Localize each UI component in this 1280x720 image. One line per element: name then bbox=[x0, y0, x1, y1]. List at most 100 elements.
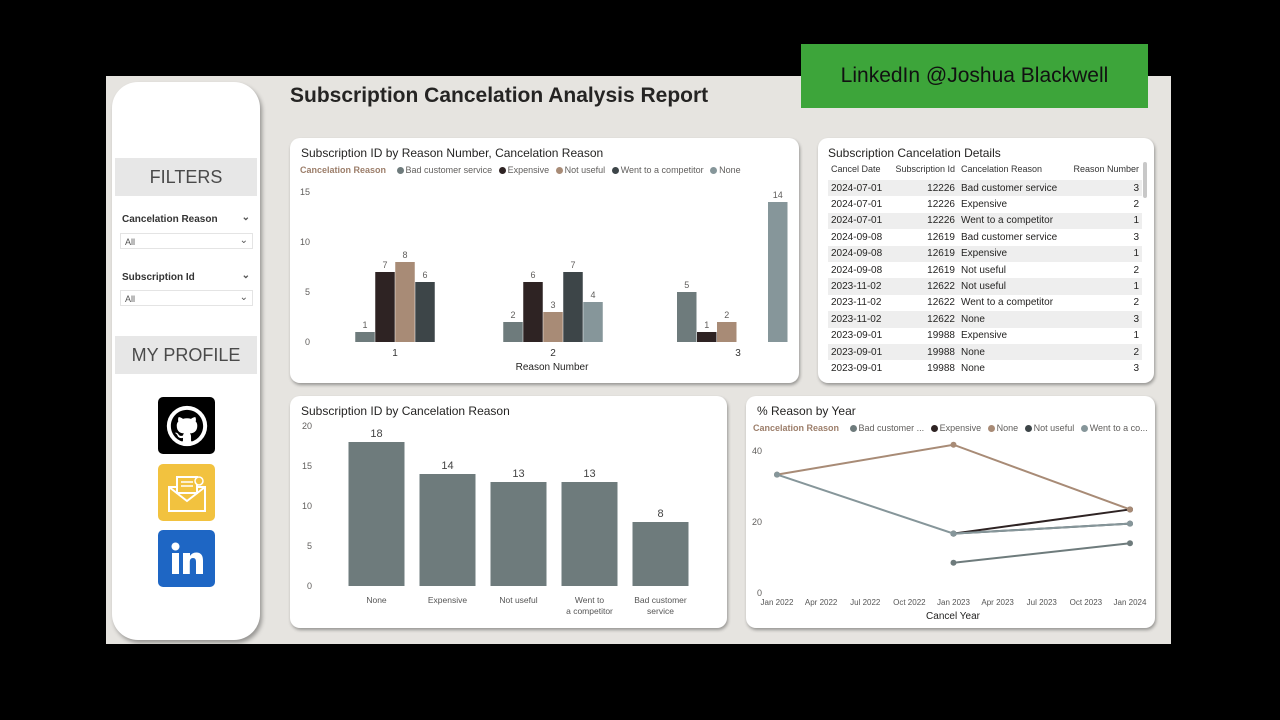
table-container: Cancel Date Subscription Id Cancelation … bbox=[828, 162, 1142, 377]
data-label: 18 bbox=[370, 428, 382, 440]
data-label: 6 bbox=[422, 270, 427, 280]
x-tick-label: Went to bbox=[575, 595, 604, 605]
chart-reason-number-card[interactable]: Subscription ID by Reason Number, Cancel… bbox=[290, 138, 799, 383]
legend-item[interactable]: None bbox=[719, 165, 741, 175]
table-row[interactable]: 2024-07-01 12226 Expensive 2 bbox=[828, 196, 1142, 212]
table-cell: 2 bbox=[1133, 297, 1139, 309]
data-label: 4 bbox=[590, 290, 595, 300]
table-cell: 12622 bbox=[888, 278, 958, 295]
x-tick-label: a competitor bbox=[566, 606, 613, 616]
legend-item[interactable]: Bad customer service bbox=[405, 165, 493, 175]
legend-item[interactable]: Not useful bbox=[1033, 423, 1075, 433]
details-table-card[interactable]: Subscription Cancelation Details Cancel … bbox=[818, 138, 1154, 383]
legend-item[interactable]: Bad customer ... bbox=[858, 423, 925, 433]
x-tick-label: None bbox=[366, 595, 387, 605]
data-label: 13 bbox=[512, 468, 524, 480]
table-row[interactable]: 2023-11-02 12622 Not useful 1 bbox=[828, 278, 1142, 295]
bar bbox=[503, 322, 523, 342]
x-tick-label: service bbox=[647, 606, 674, 616]
column-header[interactable]: Reason Number bbox=[1073, 164, 1139, 174]
table-row[interactable]: 2023-11-02 12622 Went to a competitor 2 bbox=[828, 295, 1142, 311]
bar bbox=[543, 312, 563, 342]
slicer-value: All bbox=[125, 237, 136, 247]
column-header[interactable]: Subscription Id bbox=[895, 164, 955, 174]
series-line bbox=[953, 542, 1131, 564]
table-cell: 2 bbox=[1133, 264, 1139, 276]
data-label: 3 bbox=[550, 300, 555, 310]
linkedin-glyph bbox=[171, 542, 203, 574]
chevron-down-icon[interactable]: ⌄ bbox=[241, 212, 250, 223]
table-cell: None bbox=[957, 343, 1067, 361]
table-cell: 12226 bbox=[888, 180, 958, 197]
x-tick-label: Jan 2023 bbox=[937, 598, 970, 607]
legend-item[interactable]: Went to a co... bbox=[1089, 423, 1148, 433]
legend-swatch bbox=[498, 167, 506, 174]
data-label: 2 bbox=[724, 310, 729, 320]
series-line bbox=[776, 443, 1131, 511]
data-label: 14 bbox=[441, 460, 453, 472]
table-cell: 19988 bbox=[927, 362, 955, 374]
chart-cancelation-reason-card[interactable]: Subscription ID by Cancelation Reason 0 5… bbox=[290, 396, 727, 628]
email-icon[interactable] bbox=[158, 464, 215, 521]
column-header[interactable]: Cancelation Reason bbox=[960, 164, 1043, 174]
legend-item[interactable]: Expensive bbox=[939, 423, 982, 433]
bar bbox=[717, 322, 737, 342]
table-row[interactable]: 2023-09-01 19988 None 2 bbox=[828, 343, 1142, 361]
y-tick-label: 20 bbox=[302, 421, 312, 431]
legend-item[interactable]: Went to a competitor bbox=[620, 165, 704, 175]
line-chart: 0 20 40 Jan 2022 Apr 2022 Jul 2022 Oct 2022 Jan… bbox=[752, 441, 1147, 622]
chart-title: % Reason by Year bbox=[757, 404, 856, 418]
x-tick-label: 2 bbox=[550, 348, 556, 359]
table-row[interactable]: 2023-11-02 12622 None 3 bbox=[828, 311, 1142, 328]
y-tick-label: 5 bbox=[305, 287, 310, 297]
table-row[interactable]: 2024-09-08 12619 Expensive 1 bbox=[828, 245, 1142, 262]
chart-reason-by-year-card[interactable]: % Reason by Year Cancelation Reason Bad … bbox=[746, 396, 1155, 628]
table-row[interactable]: 2023-09-01 19988 Expensive 1 bbox=[828, 328, 1142, 344]
table-row[interactable]: 2024-09-08 12619 Not useful 2 bbox=[828, 262, 1142, 278]
y-tick-label: 10 bbox=[300, 237, 310, 247]
legend-swatch bbox=[1080, 425, 1088, 432]
legend-title: Cancelation Reason bbox=[300, 165, 387, 175]
x-tick-label: Oct 2023 bbox=[1070, 598, 1103, 607]
chevron-down-icon: ⌄ bbox=[239, 292, 248, 303]
table-cell: 2023-09-01 bbox=[831, 362, 883, 374]
data-point bbox=[950, 559, 957, 566]
column-header[interactable]: Cancel Date bbox=[831, 164, 881, 174]
table-row[interactable]: 2024-07-01 12226 Went to a competitor 1 bbox=[828, 212, 1142, 230]
table-row[interactable]: 2024-07-01 12226 Bad customer service 3 bbox=[828, 180, 1142, 197]
table-cell: 12622 bbox=[927, 297, 955, 309]
table-cell: 2 bbox=[1133, 199, 1139, 211]
page-title: Subscription Cancelation Analysis Report bbox=[290, 84, 709, 107]
y-tick-label: 40 bbox=[752, 446, 762, 456]
details-table: Cancel Date Subscription Id Cancelation … bbox=[828, 162, 1142, 377]
y-tick-label: 15 bbox=[302, 461, 312, 471]
table-row[interactable]: 2023-09-01 19988 None 3 bbox=[828, 360, 1142, 376]
data-label: 6 bbox=[530, 270, 535, 280]
legend-title: Cancelation Reason bbox=[753, 423, 840, 433]
chevron-down-icon[interactable]: ⌄ bbox=[241, 270, 250, 281]
legend-swatch bbox=[710, 167, 718, 174]
table-cell: Expensive bbox=[957, 245, 1067, 262]
x-tick-label: Bad customer bbox=[634, 595, 687, 605]
table-cell: 2024-07-01 bbox=[831, 199, 883, 211]
table-cell: Not useful bbox=[960, 264, 1007, 276]
legend-item[interactable]: Not useful bbox=[564, 165, 606, 175]
table-scrollbar[interactable] bbox=[1143, 162, 1147, 198]
linkedin-icon[interactable] bbox=[158, 530, 215, 587]
table-row[interactable]: 2024-09-08 12619 Bad customer service 3 bbox=[828, 229, 1142, 245]
slicer-subscription-id-dropdown[interactable]: All ⌄ bbox=[120, 290, 253, 306]
data-label: 5 bbox=[684, 280, 689, 290]
table-cell: 1 bbox=[1066, 278, 1142, 295]
data-point bbox=[1127, 520, 1133, 527]
legend-swatch bbox=[396, 167, 404, 174]
table-cell: 2024-07-01 bbox=[828, 180, 889, 197]
slicer-cancelation-reason-dropdown[interactable]: All ⌄ bbox=[120, 233, 253, 249]
legend-item[interactable]: None bbox=[996, 423, 1019, 433]
bar bbox=[697, 332, 717, 342]
chart-title: Subscription ID by Cancelation Reason bbox=[301, 404, 510, 418]
table-cell: 1 bbox=[1066, 212, 1142, 230]
data-label: 14 bbox=[773, 190, 783, 200]
legend-item[interactable]: Expensive bbox=[507, 165, 550, 175]
bar bbox=[561, 482, 618, 586]
github-icon[interactable] bbox=[158, 397, 215, 454]
